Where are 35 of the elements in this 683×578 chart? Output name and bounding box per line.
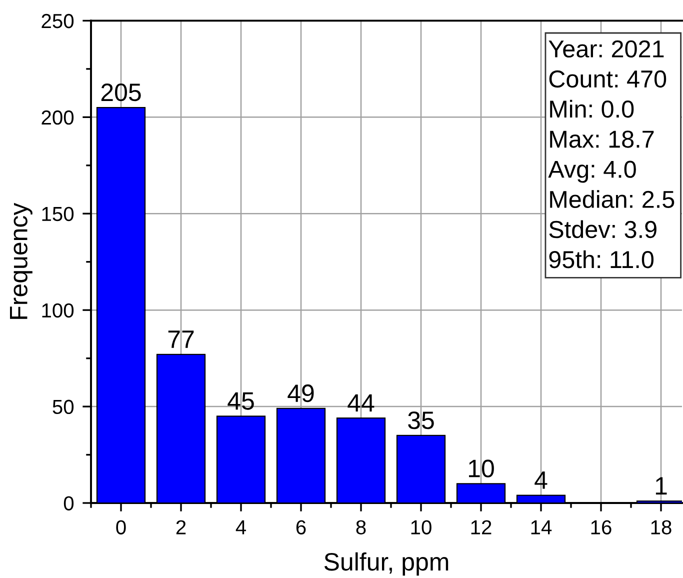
data-label: 10 (469, 460, 494, 478)
annotation: 95th: 11.0 (549, 250, 654, 268)
x-tick-label: 2 (176, 520, 186, 534)
y-tick-label: 50 (52, 400, 74, 414)
data-label: 49 (288, 384, 314, 402)
y-tick-label: 250 (42, 14, 74, 28)
x-tick-label: 6 (296, 520, 306, 534)
x-axis-title: Sulfur, ppm (324, 552, 448, 576)
x-tick-label: 14 (531, 520, 552, 534)
x-tick-label: 8 (356, 520, 366, 534)
annotation: Median: 2.5 (550, 190, 674, 208)
data-label: 205 (101, 83, 141, 102)
x-tick-label: 16 (591, 520, 612, 534)
data-label: 35 (408, 411, 434, 430)
x-tick-label: 12 (471, 520, 492, 534)
y-tick-label: 150 (42, 206, 74, 222)
annotation: Max: 18.7 (550, 130, 654, 148)
y-tick-label: 0 (64, 496, 74, 510)
x-tick-label: 0 (116, 520, 126, 534)
y-axis-title: Frequency (10, 202, 32, 319)
y-tick-label: 100 (42, 303, 74, 318)
x-tick-label: 4 (236, 520, 246, 534)
annotation: Avg: 4.0 (548, 160, 636, 183)
x-tick-label: 10 (411, 520, 432, 534)
data-label: 45 (228, 392, 254, 410)
annotation: Min: 0.0 (550, 100, 634, 118)
data-label: 1 (656, 477, 667, 494)
x-tick-label: 18 (651, 520, 672, 534)
data-label: 77 (168, 330, 194, 348)
data-label: 4 (534, 472, 548, 489)
data-label: 44 (348, 394, 374, 412)
annotation: Year: 2021 (548, 40, 664, 58)
annotation: Stdev: 3.9 (549, 220, 656, 238)
y-tick-label: 200 (42, 110, 74, 125)
annotation: Count: 470 (549, 70, 666, 88)
